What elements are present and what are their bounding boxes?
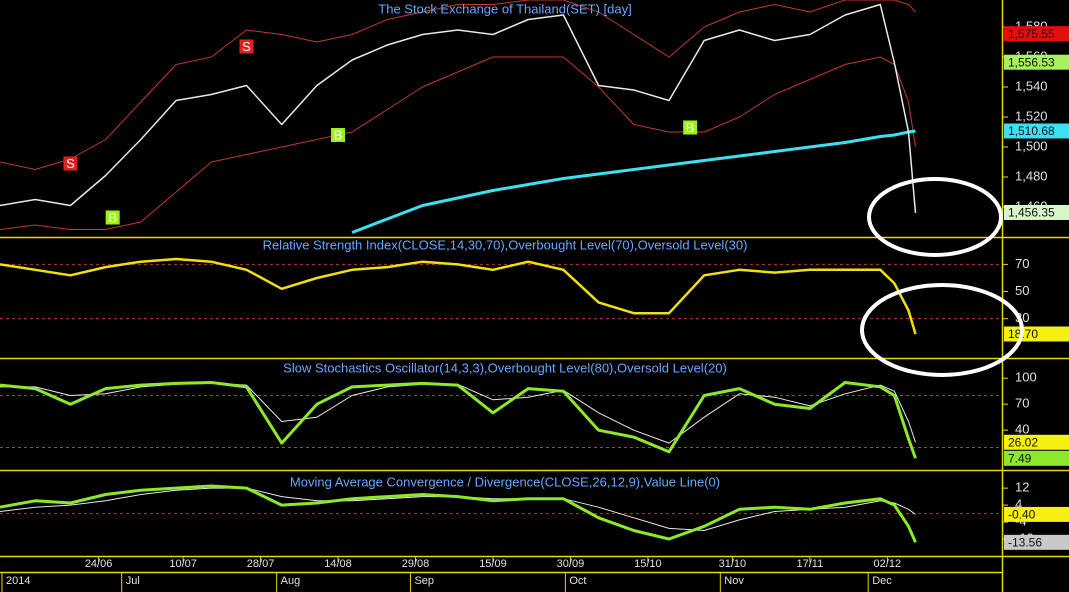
- value-tag: [1004, 204, 1069, 220]
- panel-title: Slow Stochastics Oscillator(14,3,3),Over…: [283, 360, 727, 375]
- month-tick-label: Aug: [281, 575, 301, 587]
- value-tag-label: 26.02: [1008, 435, 1038, 449]
- signal-label: B: [334, 127, 343, 142]
- x-tick-label: 14/08: [324, 558, 352, 570]
- y-tick-label: 70: [1015, 256, 1029, 271]
- series-line: [0, 257, 917, 335]
- x-tick-label: 28/07: [247, 558, 275, 570]
- y-tick-label: 40: [1015, 422, 1029, 437]
- y-tick-label: 1,480: [1015, 168, 1048, 183]
- value-tag-label: 1,510.68: [1008, 124, 1055, 138]
- signal-label: S: [242, 39, 251, 54]
- signal-label: B: [108, 210, 117, 225]
- panel: [0, 381, 1000, 459]
- signal-box: [683, 120, 698, 135]
- x-tick-label: 15/10: [634, 558, 662, 570]
- y-tick-label: 1,500: [1015, 138, 1048, 153]
- signal-box: [331, 128, 346, 142]
- x-tick-label: 30/09: [557, 558, 585, 570]
- signal-box: [239, 39, 254, 54]
- value-tag: [1004, 26, 1069, 42]
- series-line: [0, 0, 916, 170]
- y-tick-label: 4: [1015, 497, 1022, 512]
- month-tick-label: Jul: [126, 575, 140, 587]
- month-tick-label: 2014: [6, 575, 30, 587]
- panel: [0, 257, 1000, 335]
- series-line: [351, 129, 916, 234]
- month-tick-label: Nov: [724, 575, 744, 587]
- value-tag: [1004, 54, 1069, 70]
- value-tag: [1004, 434, 1069, 450]
- signal-label: B: [686, 120, 695, 135]
- x-tick-label: 02/12: [874, 558, 902, 570]
- month-tick-label: Oct: [569, 575, 586, 587]
- value-tag: [1004, 506, 1069, 522]
- y-tick-label: 70: [1015, 396, 1029, 411]
- x-tick-label: 17/11: [796, 558, 823, 570]
- y-tick-label: 100: [1015, 370, 1037, 385]
- value-tag-label: 7.49: [1008, 451, 1032, 465]
- x-tick-label: 10/07: [169, 558, 197, 570]
- panel-title: The Stock Exchange of Thailand(SET) [day…: [378, 1, 631, 16]
- value-tag-label: 1,556.53: [1008, 55, 1055, 69]
- series-line: [0, 56, 916, 230]
- x-tick-label: 24/06: [85, 558, 113, 570]
- panel: [0, 484, 1000, 543]
- value-tag: [1004, 534, 1069, 550]
- panel-title: Moving Average Convergence / Divergence(…: [290, 474, 720, 489]
- y-tick-label: 50: [1015, 283, 1029, 298]
- x-tick-label: 31/10: [719, 558, 747, 570]
- signal-box: [105, 210, 120, 225]
- month-tick-label: Dec: [872, 575, 892, 587]
- value-tag-label: 1,575.55: [1008, 27, 1055, 41]
- series-line: [0, 3, 917, 214]
- signal-box: [63, 156, 78, 171]
- series-line: [0, 484, 917, 543]
- highlight-ellipse: [860, 283, 1024, 377]
- panel-title: Relative Strength Index(CLOSE,14,30,70),…: [263, 237, 748, 252]
- x-tick-label: 29/08: [402, 558, 430, 570]
- highlight-ellipse: [867, 177, 1003, 257]
- y-tick-label: 1,540: [1015, 78, 1048, 93]
- value-tag-label: -13.56: [1008, 536, 1042, 550]
- y-tick-label: 1,520: [1015, 108, 1048, 123]
- value-tag-label: -0.40: [1008, 508, 1036, 522]
- panel: S S B B B: [0, 0, 917, 234]
- month-tick-label: Sep: [414, 575, 434, 587]
- x-tick-label: 15/09: [479, 558, 507, 570]
- y-tick-label: 12: [1015, 480, 1029, 495]
- signal-label: S: [66, 156, 75, 171]
- value-tag: [1004, 123, 1069, 139]
- value-tag: [1004, 450, 1069, 466]
- series-line: [0, 381, 917, 459]
- value-tag-label: 1,456.35: [1008, 206, 1055, 220]
